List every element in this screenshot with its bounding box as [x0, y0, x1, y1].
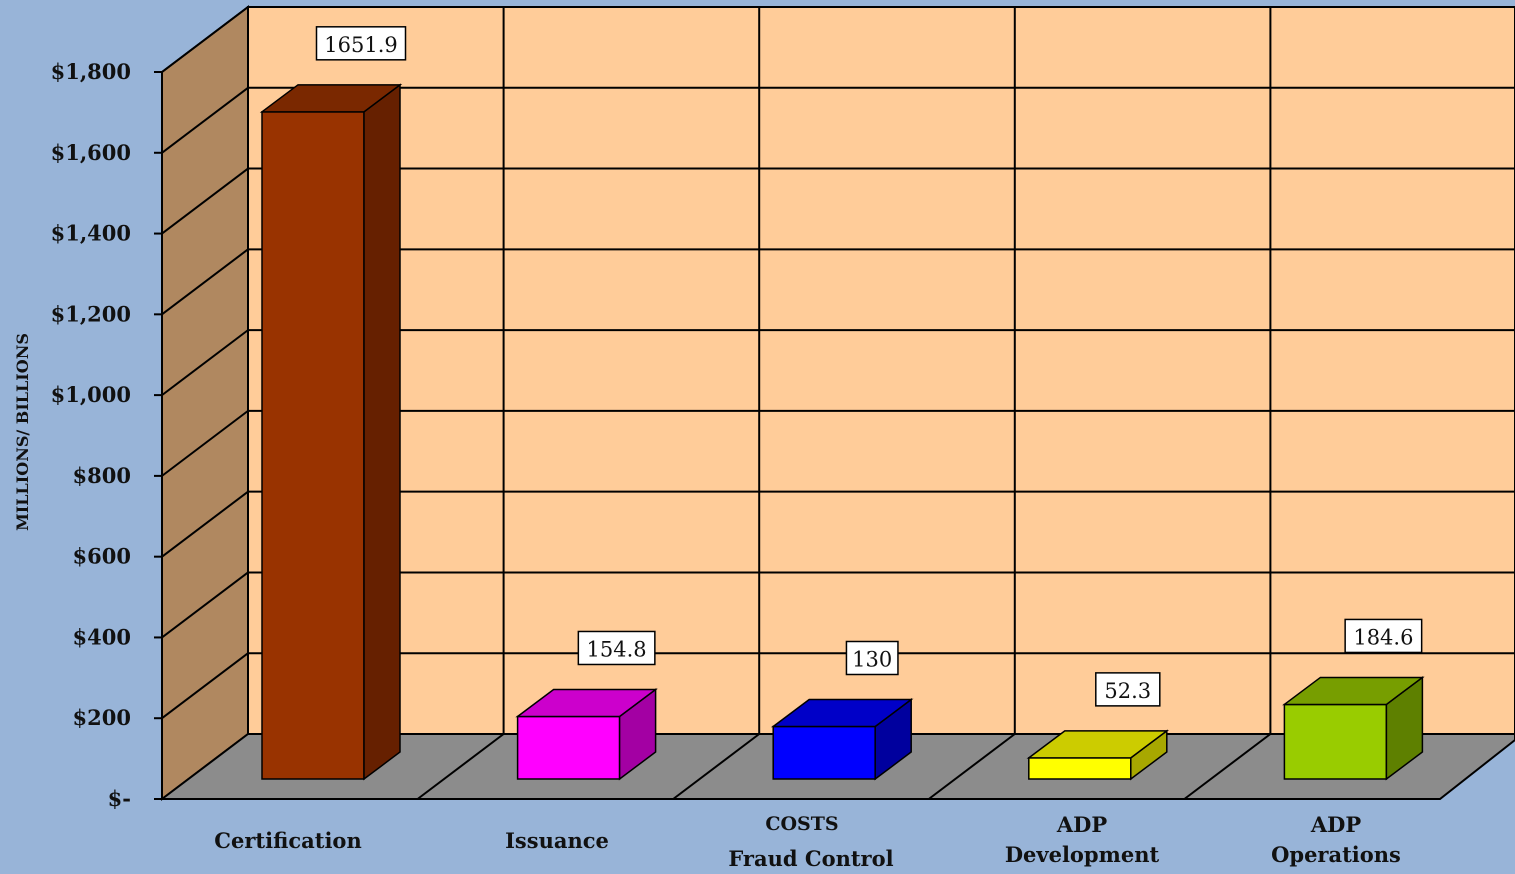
value-label-box	[845, 640, 899, 676]
value-label: 1651.9	[315, 26, 407, 61]
x-tick-label: Certification	[214, 828, 361, 853]
y-tick-label: $-	[108, 786, 131, 811]
value-label-text: 154.8	[587, 637, 647, 661]
bar-front	[261, 111, 365, 780]
y-tick-label: $1,400	[51, 221, 131, 246]
value-label: 184.6	[1344, 618, 1423, 654]
bar	[1282, 675, 1425, 781]
gridline-side	[161, 329, 249, 396]
value-label: 130	[845, 640, 899, 676]
y-tick-label: $1,600	[51, 140, 131, 165]
back-wall	[247, 6, 1515, 735]
value-label-text: 1651.9	[324, 33, 397, 57]
gridline-side	[161, 248, 249, 316]
value-label-text: 52.3	[1104, 679, 1151, 703]
bar	[259, 83, 403, 781]
x-axis-title: COSTS	[765, 813, 838, 835]
bar-front	[1028, 757, 1132, 780]
bar-top	[1282, 676, 1425, 706]
bar-top	[259, 84, 403, 113]
bar	[770, 697, 914, 781]
value-label-text: 130	[852, 647, 892, 671]
bar-top	[1026, 730, 1170, 759]
y-tick-label: $600	[73, 544, 131, 569]
y-tick-label: $1,800	[51, 59, 131, 84]
floor-divider	[416, 733, 505, 800]
gridline-side	[161, 652, 249, 720]
side-wall	[161, 4, 249, 802]
bar-front	[1283, 703, 1388, 780]
bar-top	[770, 698, 914, 728]
floor-divider	[928, 733, 1016, 800]
bar-front	[772, 725, 876, 780]
bars	[259, 83, 1425, 781]
y-tick-label: $1,200	[51, 301, 131, 326]
bar-top	[515, 688, 658, 718]
y-axis-title: MILLIONS/ BILLIONS	[13, 333, 32, 531]
gridline-side	[161, 410, 249, 477]
value-labels: 1651.9 154.8 130 52.3 184.6	[315, 26, 1423, 707]
y-axis: $- $200 $400 $600 $800 $1,000 $1,200 $1,400 $1,6…	[51, 59, 163, 811]
gridline-side	[161, 571, 249, 639]
value-label-box	[315, 26, 407, 61]
x-tick-label: Development	[1005, 842, 1160, 867]
gridline-side	[161, 490, 249, 558]
bar-side	[363, 83, 401, 781]
value-label-text: 184.6	[1353, 625, 1413, 649]
value-label: 52.3	[1095, 672, 1161, 707]
y-tick-label: $800	[73, 463, 131, 488]
bar	[1026, 729, 1170, 781]
x-tick-label: Fraud Control	[728, 846, 893, 871]
y-tick-label: $200	[73, 705, 131, 730]
bar-front	[516, 715, 621, 780]
value-label-box	[577, 630, 656, 666]
value-label-box	[1344, 618, 1423, 654]
value-label-box	[1095, 672, 1161, 707]
floor-divider	[672, 733, 760, 800]
bar	[515, 687, 658, 781]
x-tick-label: Issuance	[505, 828, 609, 853]
gridline-side	[161, 86, 249, 154]
y-tick-label: $400	[73, 624, 131, 649]
y-tick-label: $1,000	[51, 382, 131, 407]
gridline-side	[161, 167, 249, 235]
chart-gridlines	[161, 6, 1515, 800]
value-label: 154.8	[577, 630, 656, 666]
gridline-side	[161, 6, 249, 73]
x-tick-label: ADP	[1310, 812, 1362, 837]
x-axis: Certification Issuance Fraud Control ADP Dev…	[214, 812, 1401, 871]
x-tick-label: ADP	[1056, 812, 1108, 837]
x-tick-label: Operations	[1271, 842, 1401, 867]
floor-divider	[1183, 733, 1272, 800]
